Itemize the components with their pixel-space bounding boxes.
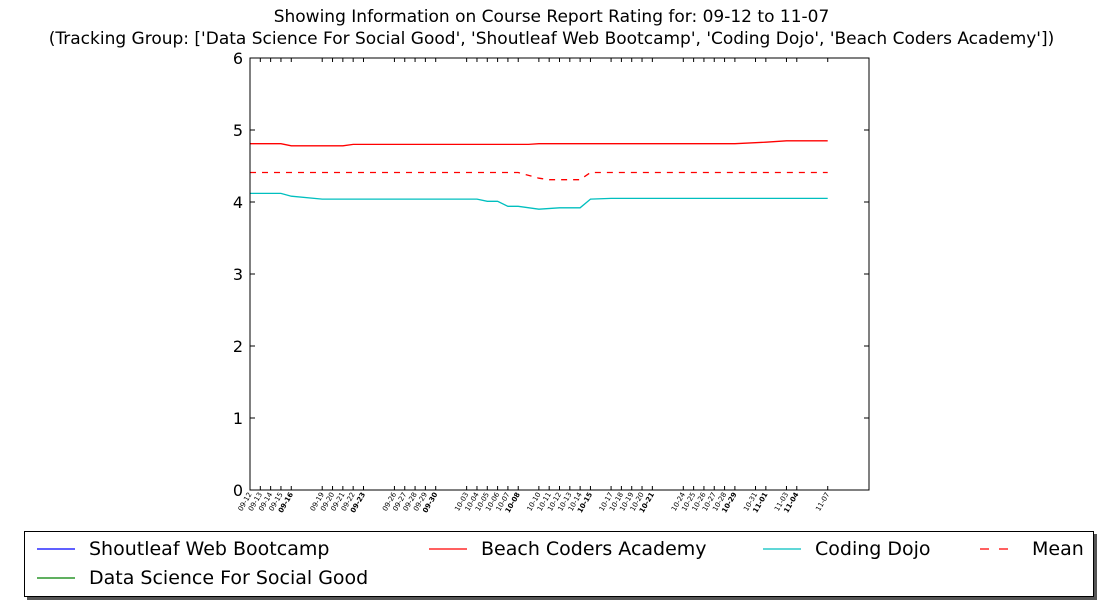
legend-label: Coding Dojo (815, 538, 931, 560)
legend-swatch (763, 548, 801, 550)
legend-label: Shoutleaf Web Bootcamp (89, 538, 330, 560)
series-line-coding-dojo (250, 192, 828, 210)
legend-swatch (429, 548, 467, 550)
series-line-mean (250, 171, 828, 181)
y-axis: 0 1 2 3 4 5 6 (233, 49, 869, 500)
plot-frame (249, 57, 870, 491)
series-layer (250, 140, 828, 210)
legend-item: Data Science For Social Good (37, 565, 368, 591)
chart-title: Showing Information on Course Report Rat… (273, 7, 830, 27)
series-line-beach-coders-academy (250, 140, 828, 147)
y-tick-label: 6 (233, 49, 243, 68)
legend-label: Beach Coders Academy (481, 538, 707, 560)
x-tick-label: 11-07 (814, 491, 831, 513)
legend: Shoutleaf Web Bootcamp Beach Coders Acade… (24, 531, 1094, 597)
legend-item: Coding Dojo (763, 536, 931, 562)
y-tick-label: 3 (233, 265, 243, 284)
y-tick-label: 4 (233, 193, 243, 212)
legend-swatch (37, 548, 75, 550)
y-tick-label: 5 (233, 121, 243, 140)
chart-title-block: Showing Information on Course Report Rat… (0, 6, 1103, 50)
legend-label: Mean (1032, 538, 1084, 560)
legend-item: Beach Coders Academy (429, 536, 707, 562)
chart-subtitle: (Tracking Group: ['Data Science For Soci… (48, 29, 1055, 49)
y-tick-label: 0 (233, 481, 243, 500)
legend-item: Mean (980, 536, 1084, 562)
y-tick-label: 2 (233, 337, 243, 356)
legend-swatch (37, 577, 75, 579)
legend-label: Data Science For Social Good (89, 567, 369, 589)
legend-swatch (980, 548, 1018, 550)
legend-item: Shoutleaf Web Bootcamp (37, 536, 329, 562)
y-tick-label: 1 (233, 409, 243, 428)
